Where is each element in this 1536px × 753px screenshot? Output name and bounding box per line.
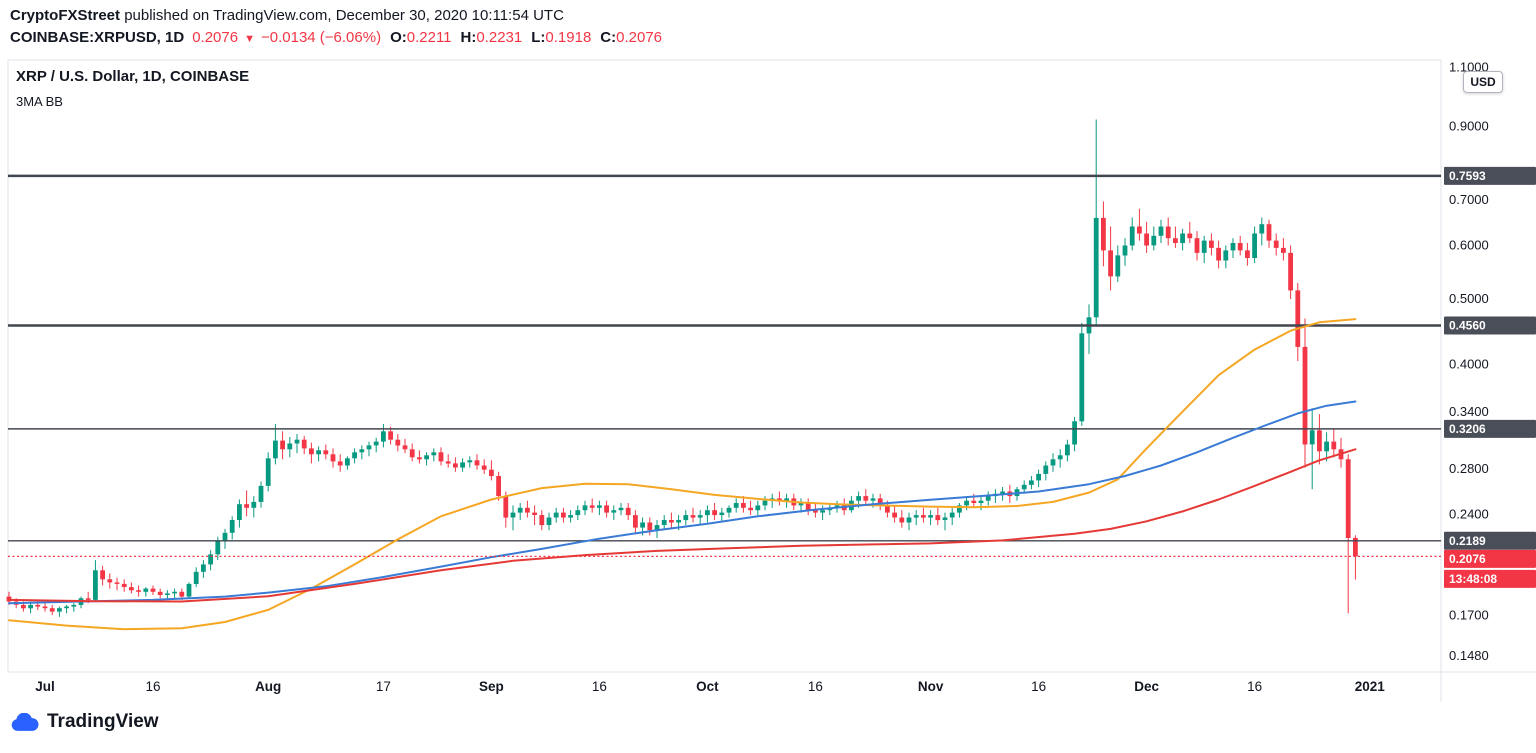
- currency-toggle-button[interactable]: USD: [1463, 71, 1503, 93]
- high-label: H:: [460, 29, 477, 46]
- indicator-label: 3MA BB: [16, 94, 63, 109]
- svg-text:0.1700: 0.1700: [1449, 608, 1489, 623]
- svg-text:0.2400: 0.2400: [1449, 506, 1489, 521]
- svg-text:0.4000: 0.4000: [1449, 356, 1489, 371]
- svg-text:2021: 2021: [1355, 679, 1386, 694]
- svg-text:0.2800: 0.2800: [1449, 461, 1489, 476]
- tradingview-footer[interactable]: TradingView: [10, 711, 159, 733]
- low-label: L:: [531, 29, 546, 46]
- last-price: 0.2076: [192, 29, 239, 46]
- down-arrow-icon: ▼: [244, 33, 255, 45]
- publish-info: published on TradingView.com, December 3…: [120, 7, 564, 24]
- svg-text:16: 16: [592, 679, 607, 694]
- svg-text:1.1000: 1.1000: [1449, 60, 1489, 75]
- svg-text:0.5000: 0.5000: [1449, 291, 1489, 306]
- chart-legend: XRP / U.S. Dollar, 1D, COINBASE 3MA BB: [16, 68, 249, 109]
- svg-text:16: 16: [1031, 679, 1046, 694]
- svg-text:Nov: Nov: [918, 679, 944, 694]
- symbol-ohlc-line: COINBASE:XRPUSD, 1D 0.2076 ▼ −0.0134 (−6.06…: [10, 28, 662, 49]
- publisher-name: CryptoFXStreet: [10, 7, 121, 24]
- svg-text:0.3206: 0.3206: [1449, 422, 1486, 436]
- svg-text:0.2189: 0.2189: [1449, 534, 1486, 548]
- svg-text:Aug: Aug: [255, 679, 281, 694]
- svg-text:Oct: Oct: [696, 679, 719, 694]
- close-value: 0.2076: [616, 29, 663, 46]
- high-value: 0.2231: [476, 29, 523, 46]
- svg-text:0.7593: 0.7593: [1449, 169, 1486, 183]
- close-label: C:: [600, 29, 617, 46]
- svg-text:Dec: Dec: [1134, 679, 1159, 694]
- open-label: O:: [390, 29, 407, 46]
- svg-text:0.6000: 0.6000: [1449, 237, 1489, 252]
- tradingview-brand: TradingView: [47, 711, 159, 732]
- svg-text:Jul: Jul: [35, 679, 55, 694]
- svg-text:0.9000: 0.9000: [1449, 118, 1489, 133]
- price-change: −0.0134 (−6.06%): [260, 29, 382, 46]
- svg-text:Sep: Sep: [479, 679, 504, 694]
- tradingview-logo-icon: [11, 712, 39, 731]
- svg-text:0.4560: 0.4560: [1449, 319, 1486, 333]
- svg-text:0.1480: 0.1480: [1449, 648, 1489, 663]
- svg-text:0.7000: 0.7000: [1449, 192, 1489, 207]
- svg-text:16: 16: [808, 679, 823, 694]
- svg-text:16: 16: [1247, 679, 1262, 694]
- symbol-label: COINBASE:XRPUSD, 1D: [10, 29, 185, 46]
- low-value: 0.1918: [545, 29, 592, 46]
- chart-title: XRP / U.S. Dollar, 1D, COINBASE: [16, 68, 250, 85]
- svg-text:0.2076: 0.2076: [1449, 552, 1486, 566]
- attribution-line: CryptoFXStreet published on TradingView.…: [10, 6, 564, 26]
- open-value: 0.2211: [406, 29, 452, 46]
- svg-text:16: 16: [145, 679, 160, 694]
- cloud-shape: [11, 712, 39, 731]
- svg-text:13:48:08: 13:48:08: [1449, 572, 1497, 586]
- svg-text:0.3400: 0.3400: [1449, 404, 1489, 419]
- svg-text:17: 17: [376, 679, 391, 694]
